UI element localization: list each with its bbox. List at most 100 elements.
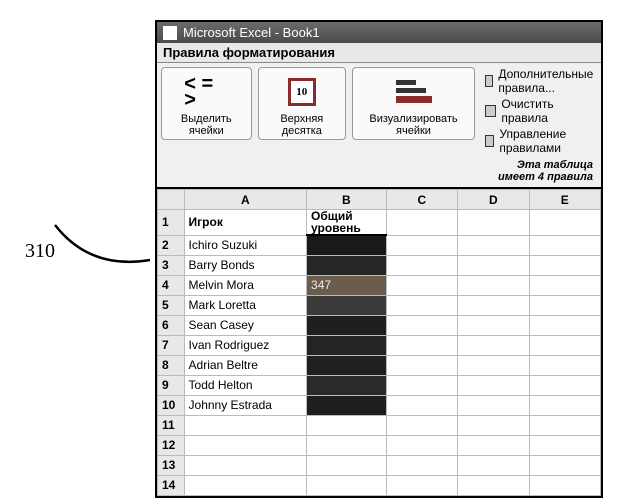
spreadsheet-grid[interactable]: A B C D E 1ИгрокОбщий уровень 2Ichiro Suz…	[157, 189, 601, 496]
cell[interactable]	[529, 235, 601, 255]
cell[interactable]	[458, 355, 529, 375]
cell[interactable]	[529, 375, 601, 395]
cell[interactable]	[386, 435, 457, 455]
cell[interactable]	[386, 415, 457, 435]
cell[interactable]	[386, 455, 457, 475]
cell[interactable]	[458, 415, 529, 435]
row-header[interactable]: 8	[158, 355, 185, 375]
cell[interactable]: Johnny Estrada	[184, 395, 306, 415]
cell[interactable]	[307, 475, 387, 495]
cell[interactable]	[386, 235, 457, 255]
cell[interactable]: Adrian Beltre	[184, 355, 306, 375]
cell[interactable]	[529, 255, 601, 275]
cell[interactable]	[529, 395, 601, 415]
cell[interactable]: Melvin Mora	[184, 275, 306, 295]
cell[interactable]	[529, 275, 601, 295]
cell[interactable]	[386, 210, 457, 236]
cell[interactable]	[529, 295, 601, 315]
manage-rules-button[interactable]: Управление правилами	[485, 127, 597, 155]
column-header[interactable]: A	[184, 190, 306, 210]
cell[interactable]	[307, 355, 387, 375]
cell[interactable]	[529, 415, 601, 435]
title-bar: Microsoft Excel - Book1	[157, 22, 601, 43]
highlight-cells-button[interactable]: < = > Выделить ячейки	[161, 67, 252, 140]
column-header[interactable]: B	[307, 190, 387, 210]
cell[interactable]	[458, 295, 529, 315]
cell[interactable]	[307, 235, 387, 255]
cell[interactable]	[386, 295, 457, 315]
cell[interactable]	[386, 335, 457, 355]
cell[interactable]	[529, 335, 601, 355]
row-header[interactable]: 7	[158, 335, 185, 355]
row-header[interactable]: 9	[158, 375, 185, 395]
clear-rules-button[interactable]: Очистить правила	[485, 97, 597, 125]
cell[interactable]: Todd Helton	[184, 375, 306, 395]
cell[interactable]	[458, 475, 529, 495]
cell[interactable]	[307, 395, 387, 415]
visualize-cells-button[interactable]: Визуализировать ячейки	[352, 67, 475, 140]
cell[interactable]	[386, 475, 457, 495]
cell[interactable]	[529, 210, 601, 236]
row-header[interactable]: 13	[158, 455, 185, 475]
cell[interactable]	[184, 415, 306, 435]
cell[interactable]	[307, 255, 387, 275]
cell[interactable]: Игрок	[184, 210, 306, 236]
row-header[interactable]: 12	[158, 435, 185, 455]
column-header[interactable]: E	[529, 190, 601, 210]
column-header[interactable]: C	[386, 190, 457, 210]
cell[interactable]	[458, 255, 529, 275]
bars-icon	[392, 72, 436, 112]
cell[interactable]	[184, 475, 306, 495]
row-header[interactable]: 11	[158, 415, 185, 435]
cell[interactable]	[386, 375, 457, 395]
cell[interactable]: Mark Loretta	[184, 295, 306, 315]
cell[interactable]	[386, 355, 457, 375]
cell[interactable]	[458, 210, 529, 236]
cell[interactable]	[386, 255, 457, 275]
cell[interactable]: Ivan Rodriguez	[184, 335, 306, 355]
column-header[interactable]: D	[458, 190, 529, 210]
cell[interactable]: Sean Casey	[184, 315, 306, 335]
more-rules-button[interactable]: Дополнительные правила...	[485, 67, 597, 95]
rule-icon	[485, 105, 496, 117]
cell[interactable]	[386, 395, 457, 415]
cell[interactable]	[529, 475, 601, 495]
cell[interactable]	[529, 435, 601, 455]
cell[interactable]	[529, 315, 601, 335]
cell[interactable]: 347	[307, 275, 387, 295]
select-all-corner[interactable]	[158, 190, 185, 210]
row-header[interactable]: 2	[158, 235, 185, 255]
cell[interactable]	[458, 395, 529, 415]
cell[interactable]	[386, 275, 457, 295]
cell[interactable]	[184, 455, 306, 475]
cell[interactable]: Barry Bonds	[184, 255, 306, 275]
cell[interactable]	[307, 415, 387, 435]
cell[interactable]	[458, 235, 529, 255]
cell[interactable]	[307, 335, 387, 355]
row-header[interactable]: 10	[158, 395, 185, 415]
row-header[interactable]: 4	[158, 275, 185, 295]
cell[interactable]	[307, 375, 387, 395]
cell[interactable]	[184, 435, 306, 455]
cell[interactable]	[307, 315, 387, 335]
cell[interactable]	[307, 295, 387, 315]
cell[interactable]	[386, 315, 457, 335]
row-header[interactable]: 6	[158, 315, 185, 335]
row-header[interactable]: 5	[158, 295, 185, 315]
cell[interactable]	[458, 435, 529, 455]
cell[interactable]: Ichiro Suzuki	[184, 235, 306, 255]
cell[interactable]	[458, 375, 529, 395]
cell[interactable]: Общий уровень	[307, 210, 387, 236]
cell[interactable]	[458, 455, 529, 475]
row-header[interactable]: 1	[158, 210, 185, 236]
cell[interactable]	[529, 455, 601, 475]
cell[interactable]	[307, 435, 387, 455]
top-ten-button[interactable]: 10 Верхняя десятка	[258, 67, 346, 140]
cell[interactable]	[307, 455, 387, 475]
cell[interactable]	[458, 275, 529, 295]
cell[interactable]	[529, 355, 601, 375]
cell[interactable]	[458, 315, 529, 335]
cell[interactable]	[458, 335, 529, 355]
row-header[interactable]: 14	[158, 475, 185, 495]
row-header[interactable]: 3	[158, 255, 185, 275]
